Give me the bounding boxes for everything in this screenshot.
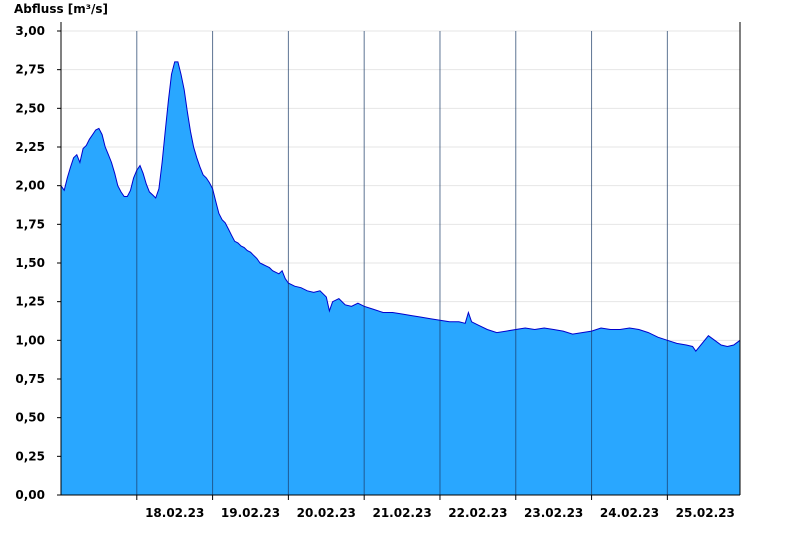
y-tick-label: 1,00 [15, 333, 45, 347]
x-tick-label: 23.02.23 [524, 506, 583, 520]
x-tick-label: 19.02.23 [221, 506, 280, 520]
day-separator-lines [136, 31, 668, 495]
y-tick-label: 0,75 [15, 372, 45, 386]
x-tick-label: 20.02.23 [297, 506, 356, 520]
y-tick-label: 2,50 [15, 101, 45, 115]
x-tick-label: 21.02.23 [372, 506, 431, 520]
y-tick-label: 2,25 [15, 140, 45, 154]
x-tick-label: 25.02.23 [676, 506, 735, 520]
y-tick-label: 2,00 [15, 179, 45, 193]
y-axis-ticks: 0,00 0,25 0,50 0,75 1,00 1,25 1,50 1,75 2,00 2,25… [15, 24, 61, 502]
x-tick-label: 18.02.23 [145, 506, 204, 520]
y-tick-label: 0,50 [15, 411, 45, 425]
x-axis-ticks: 18.02.23 19.02.23 20.02.23 21.02.23 22.02.23… [136, 495, 735, 520]
discharge-area [61, 61, 740, 496]
discharge-line [60, 61, 741, 353]
y-axis-title: Abfluss [m³/s] [14, 2, 108, 16]
y-tick-label: 0,25 [15, 449, 45, 463]
y-tick-label: 2,75 [15, 63, 45, 77]
y-tick-label: 0,00 [15, 488, 45, 502]
x-tick-label: 24.02.23 [600, 506, 659, 520]
y-tick-label: 1,75 [15, 217, 45, 231]
x-tick-label: 22.02.23 [448, 506, 507, 520]
y-tick-label: 3,00 [15, 24, 45, 38]
y-tick-label: 1,50 [15, 256, 45, 270]
y-tick-label: 1,25 [15, 295, 45, 309]
